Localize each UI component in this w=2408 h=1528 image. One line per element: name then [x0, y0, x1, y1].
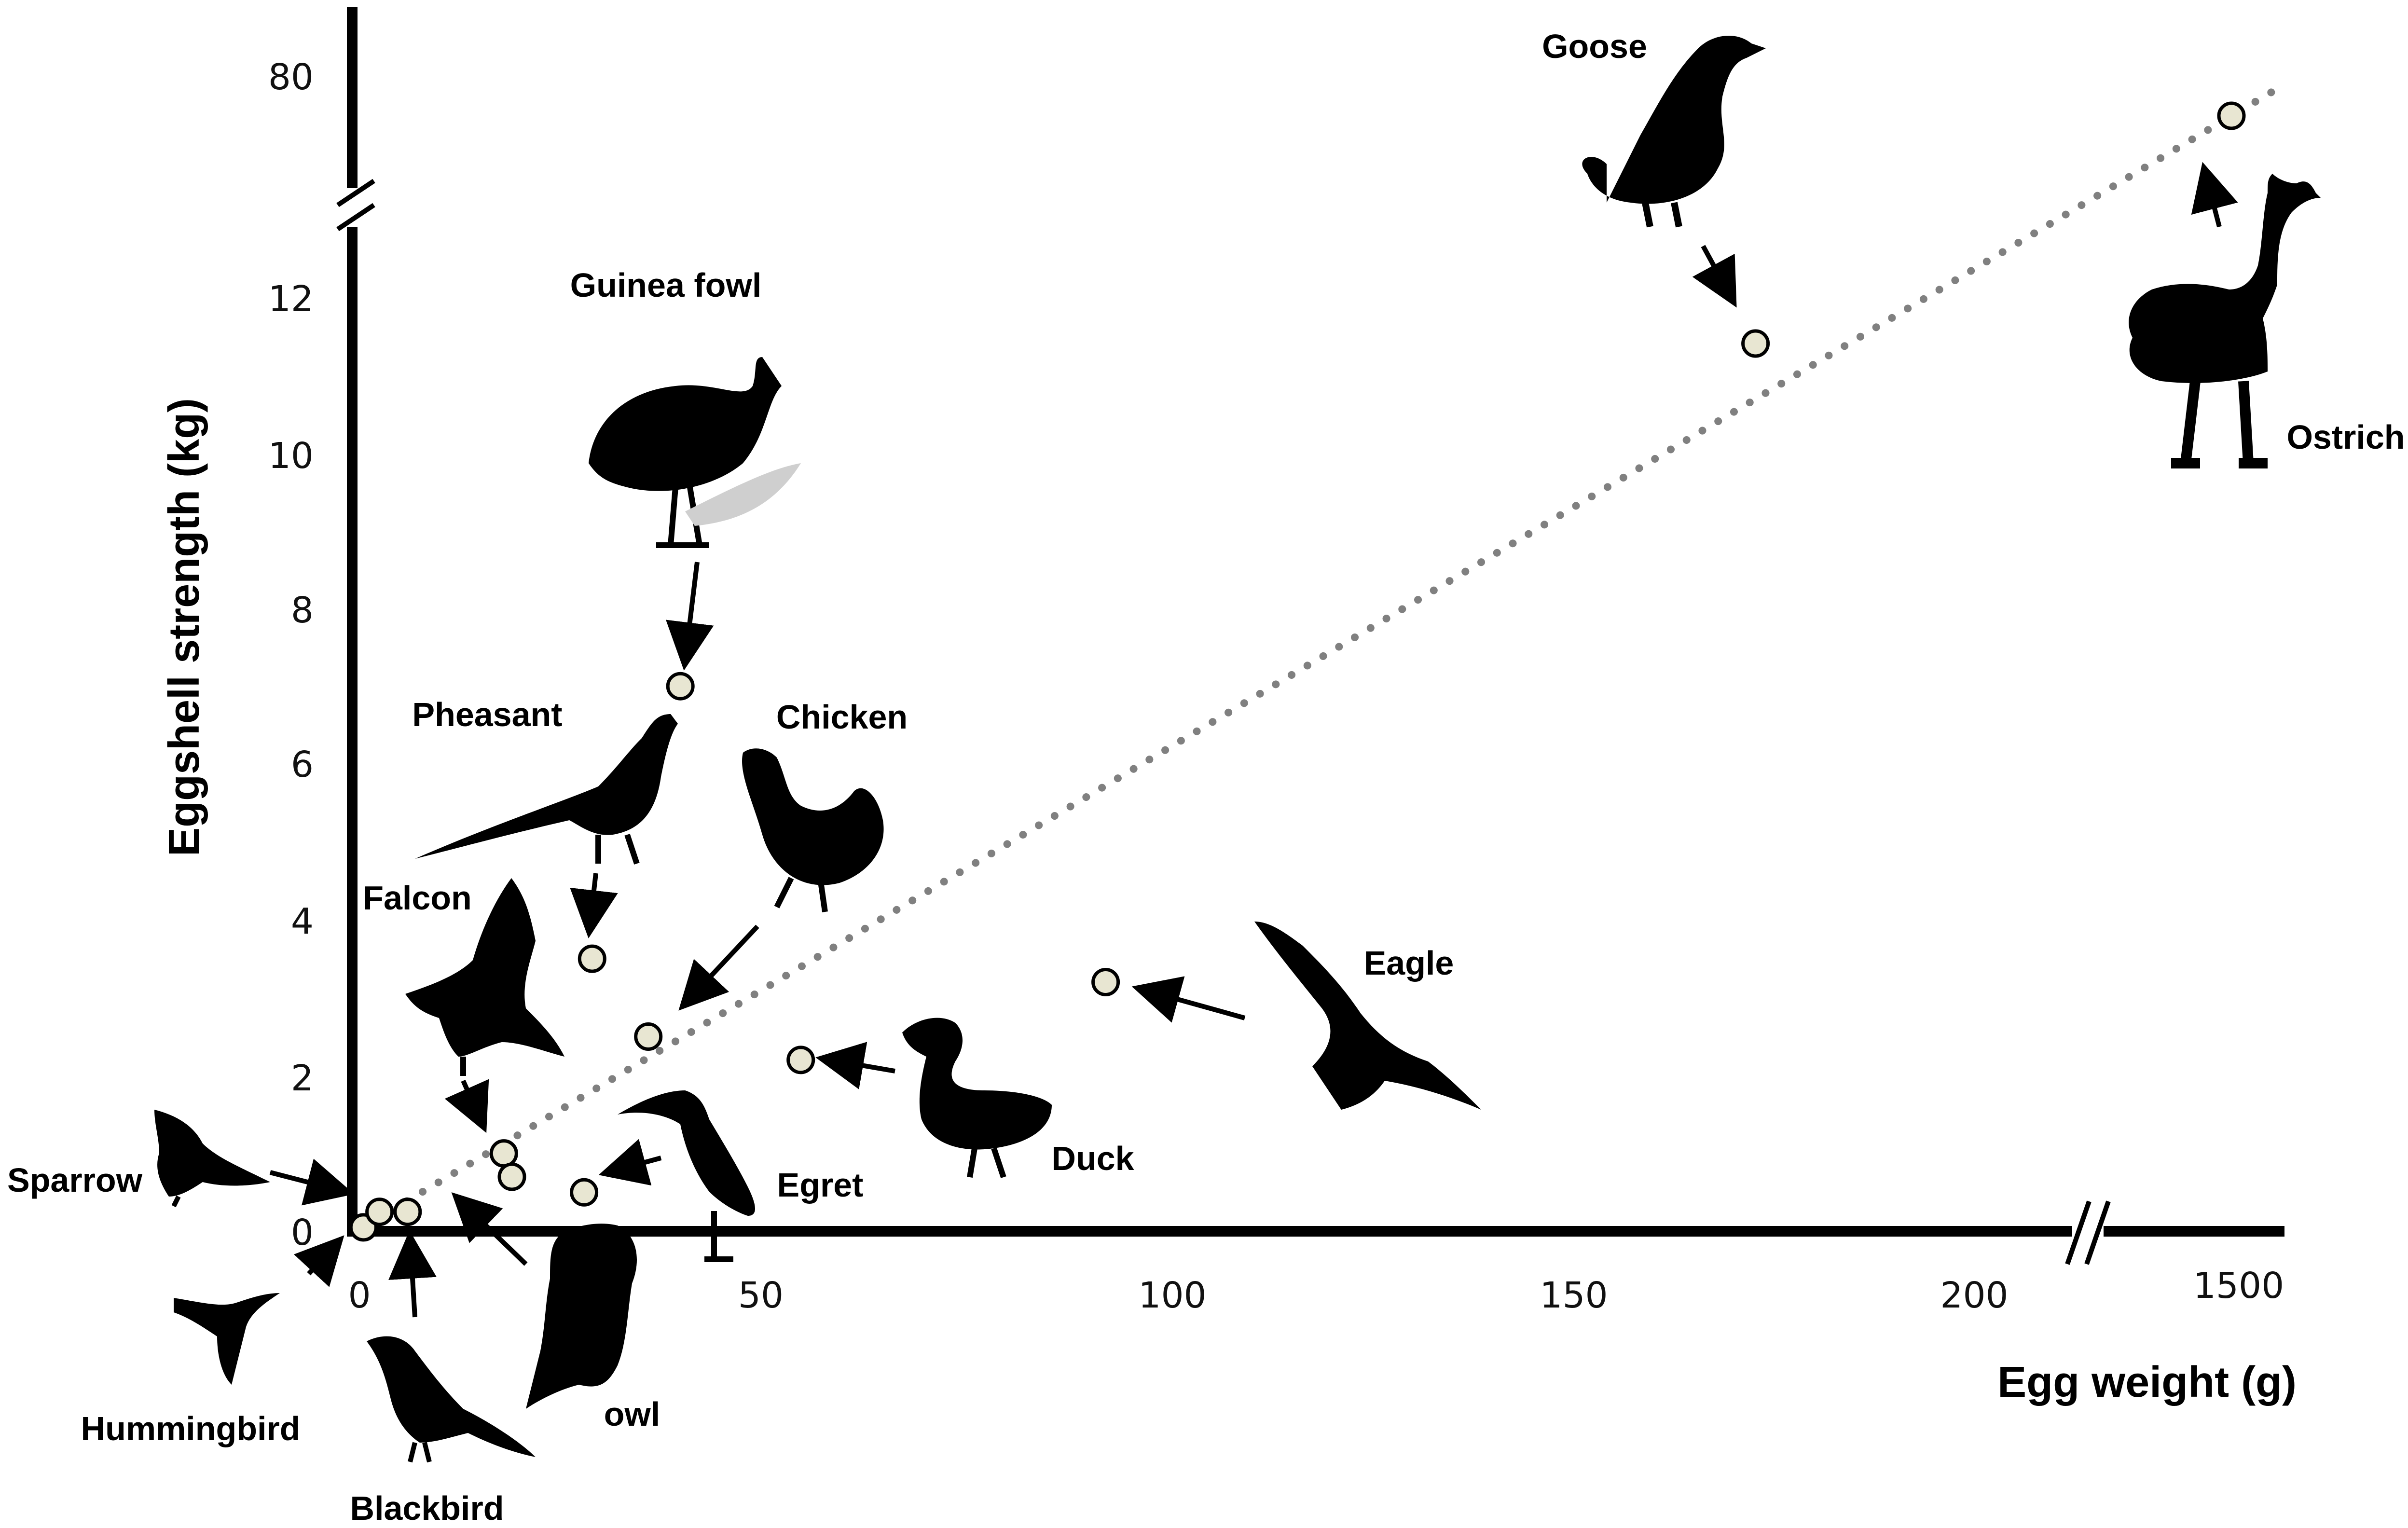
- data-point-goose: [1741, 329, 1770, 358]
- label-owl: owl: [604, 1395, 660, 1433]
- data-point-falcon: [489, 1139, 518, 1168]
- eagle-icon: [1254, 922, 1481, 1110]
- arrows: [269, 162, 2238, 1318]
- y-tick-label: 0: [291, 1212, 314, 1253]
- data-point-pheasant: [578, 944, 606, 973]
- ostrich-icon: [2129, 174, 2321, 468]
- data-point-duck: [786, 1046, 815, 1074]
- x-tick-label: 200: [1940, 1275, 2008, 1316]
- data-points: [349, 101, 2246, 1242]
- hummingbird-icon: [174, 1293, 280, 1385]
- falcon-icon: [405, 878, 564, 1076]
- pheasant-icon: [415, 714, 678, 865]
- blackbird-icon: [367, 1336, 536, 1463]
- data-point-blackbird: [393, 1198, 422, 1226]
- y-axis-break-mark: [336, 179, 375, 232]
- label-sparrow: Sparrow: [7, 1161, 143, 1199]
- label-chicken: Chicken: [776, 698, 908, 736]
- owl-icon: [526, 1224, 637, 1409]
- data-point-guinea-fowl: [666, 672, 695, 701]
- egret-icon: [618, 1090, 755, 1262]
- y-tick-label: 80: [268, 56, 314, 98]
- y-tick-label: 4: [291, 901, 314, 942]
- label-guinea-fowl: Guinea fowl: [570, 266, 762, 304]
- guinea-fowl-icon: [589, 357, 801, 548]
- label-hummingbird: Hummingbird: [81, 1410, 301, 1447]
- bird-labels: Goose Guinea fowl Pheasant Chicken Falco…: [7, 28, 2405, 1527]
- chicken-icon: [742, 748, 884, 912]
- x-tick-label: 100: [1138, 1275, 1206, 1316]
- label-falcon: Falcon: [363, 879, 472, 917]
- x-tick-label: 0: [348, 1275, 371, 1316]
- data-point-chicken: [634, 1022, 663, 1051]
- goose-icon: [1582, 35, 1766, 228]
- y-axis: [336, 7, 375, 1235]
- data-point-eagle: [1091, 968, 1120, 996]
- y-axis-title: Eggshell strength (kg): [160, 398, 208, 856]
- data-point-sparrow: [365, 1198, 394, 1226]
- trendline: [356, 79, 2291, 1233]
- label-egret: Egret: [777, 1166, 864, 1204]
- label-goose: Goose: [1542, 28, 1647, 65]
- y-tick-label: 8: [291, 590, 314, 631]
- label-ostrich: Ostrich: [2286, 418, 2405, 456]
- label-pheasant: Pheasant: [412, 696, 562, 733]
- label-duck: Duck: [1051, 1140, 1134, 1177]
- y-tick-label: 2: [291, 1058, 314, 1099]
- data-point-egret: [570, 1178, 599, 1207]
- y-tick-label: 12: [268, 278, 314, 320]
- x-tick-label: 50: [738, 1275, 784, 1316]
- label-blackbird: Blackbird: [350, 1489, 504, 1527]
- data-point-owl: [497, 1162, 526, 1191]
- x-tick-labels: 0 50 100 150 200 1500: [348, 1265, 2284, 1316]
- data-point-ostrich: [2217, 101, 2246, 130]
- sparrow-icon: [154, 1110, 270, 1208]
- x-tick-label: 150: [1540, 1275, 1608, 1316]
- x-axis-break-mark: [2065, 1200, 2111, 1265]
- x-tick-label: 1500: [2193, 1265, 2284, 1307]
- duck-icon: [902, 1018, 1052, 1178]
- x-axis-title: Egg weight (g): [1997, 1358, 2297, 1406]
- label-eagle: Eagle: [1364, 944, 1454, 982]
- y-tick-label: 10: [268, 435, 314, 477]
- x-axis: [347, 1200, 2284, 1265]
- y-tick-labels: 0 2 4 6 8 10 12 80: [268, 56, 314, 1253]
- y-tick-label: 6: [291, 744, 314, 785]
